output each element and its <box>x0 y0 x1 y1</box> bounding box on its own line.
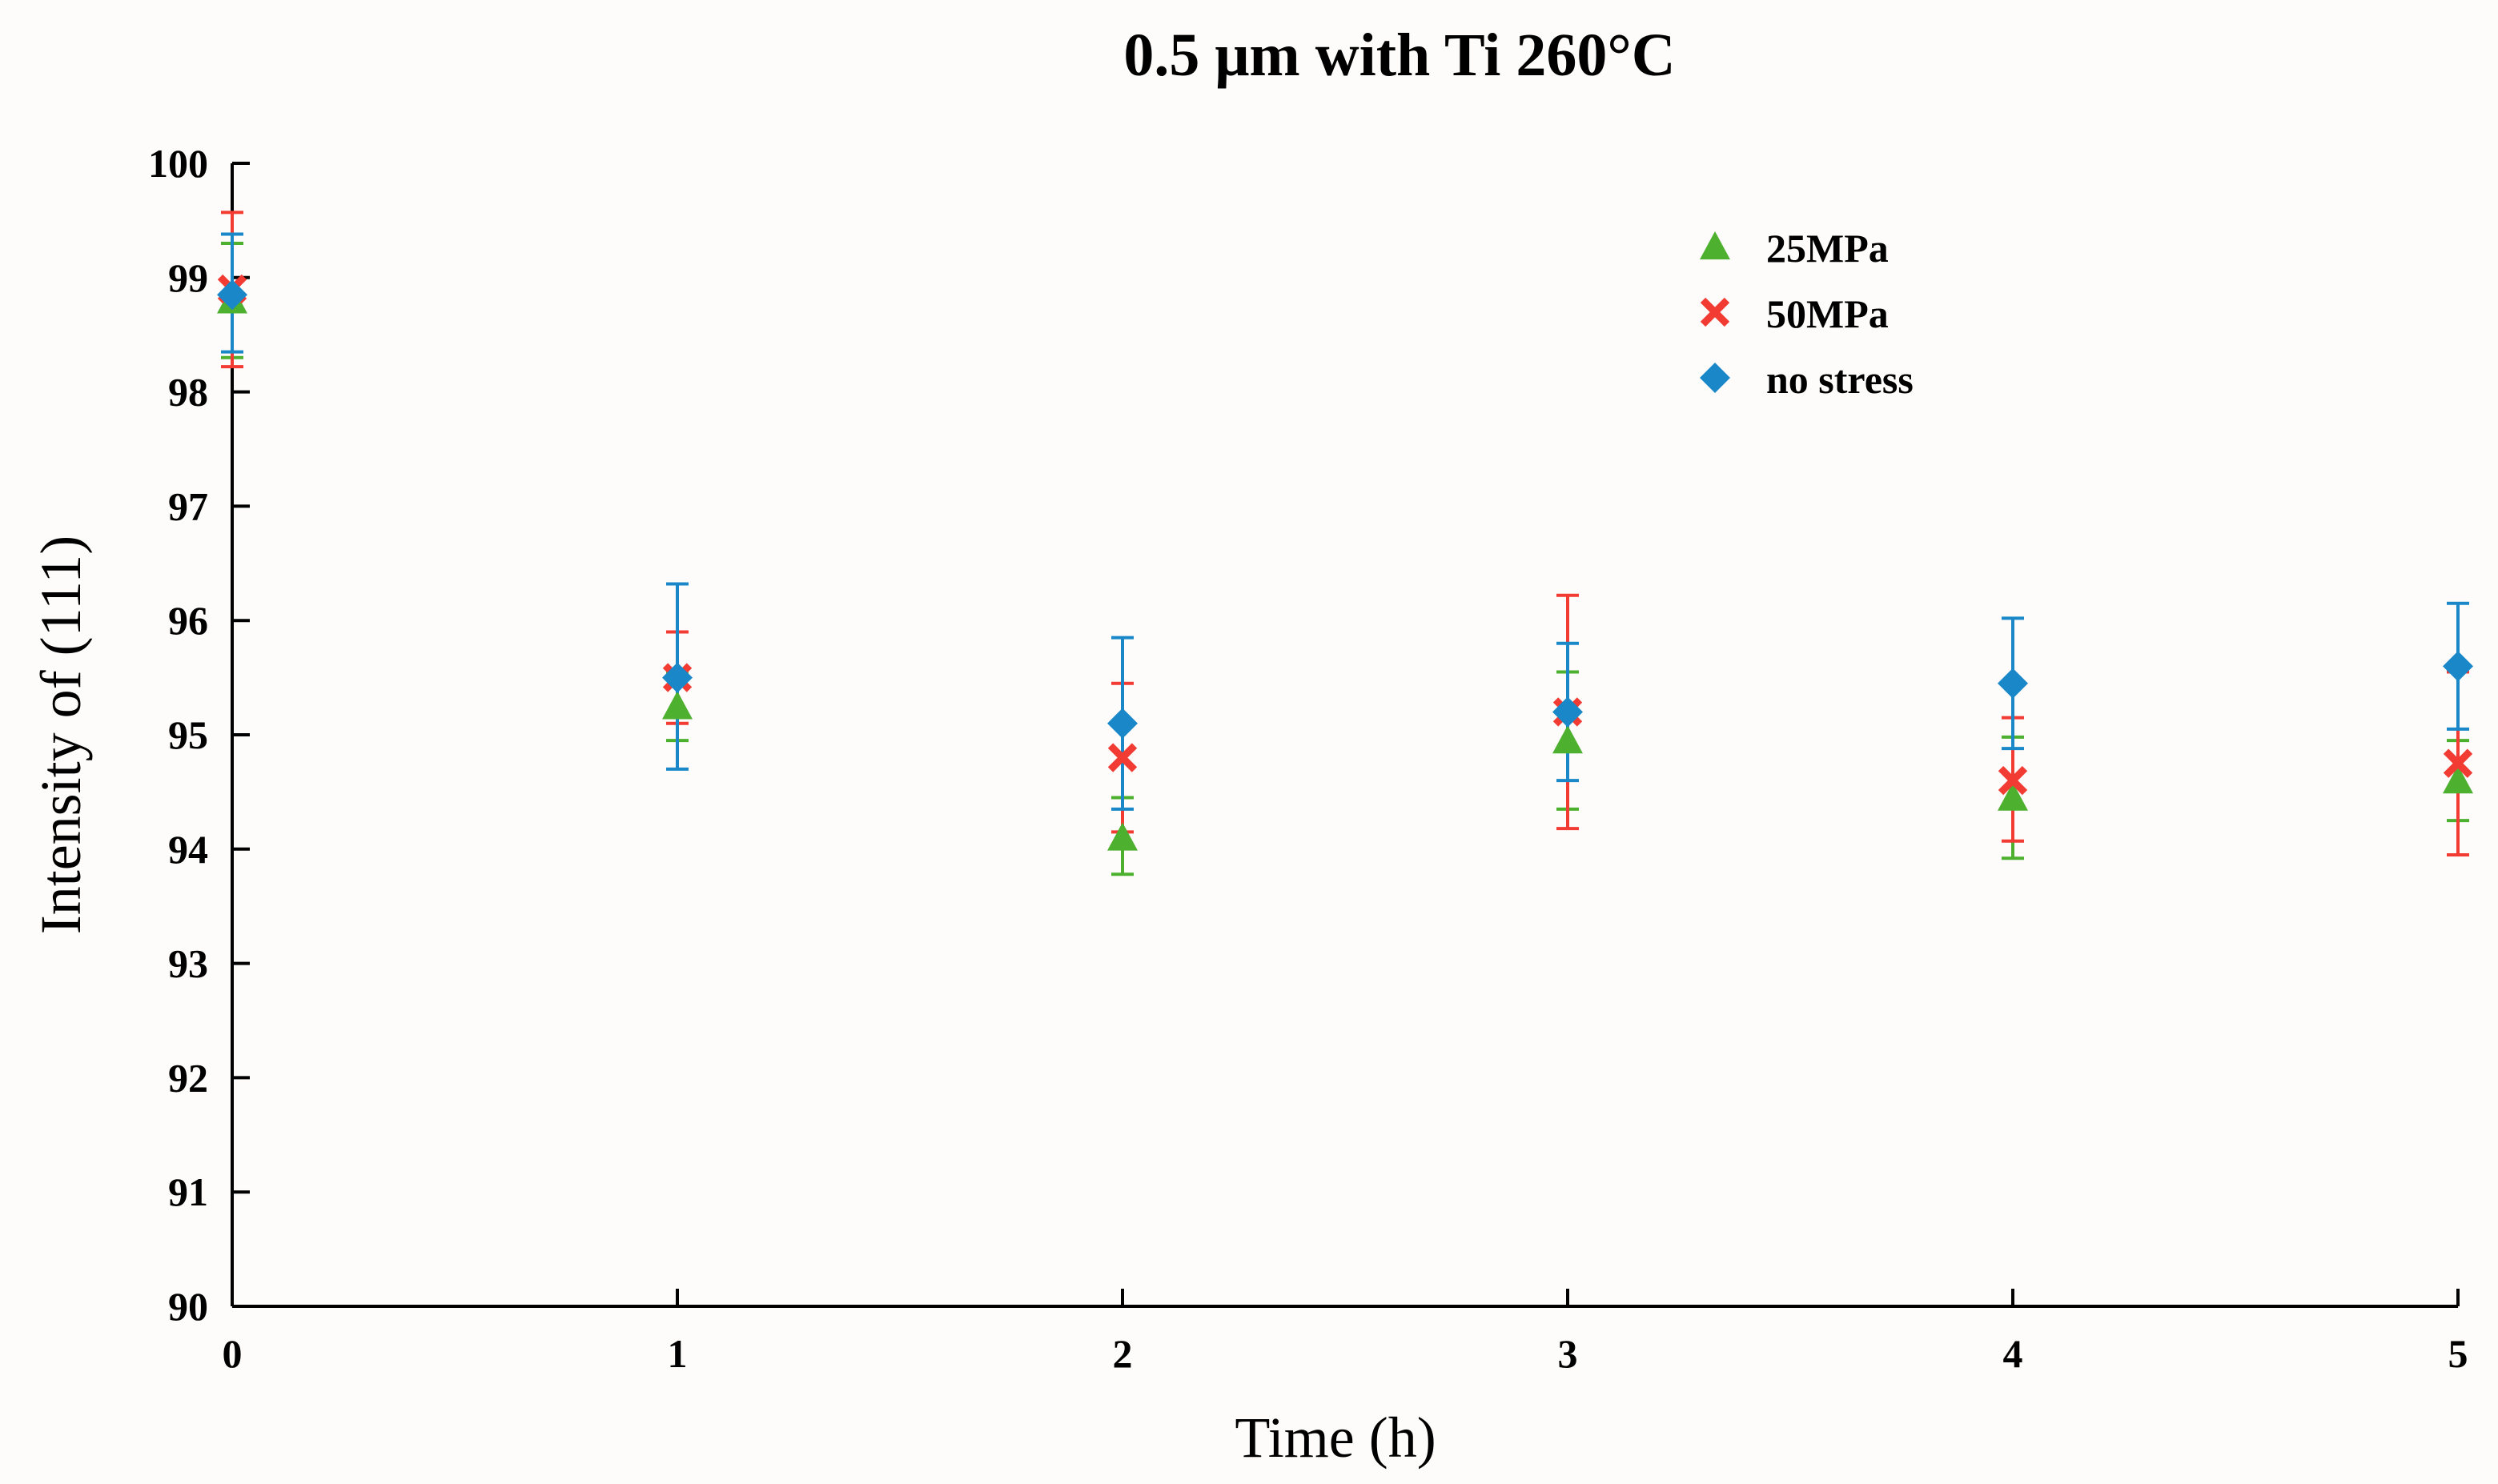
x-tick-label: 0 <box>223 1331 243 1376</box>
markers <box>217 274 2473 851</box>
legend-label-25mpa: 25MPa <box>1766 226 1889 271</box>
y-tick-label: 95 <box>168 712 208 757</box>
data-point-50mpa-stroke <box>2443 748 2473 778</box>
data-point-25mpa <box>1998 782 2028 811</box>
legend-label-50mpa: 50MPa <box>1766 291 1889 336</box>
legend-marker-no-stress <box>1700 363 1730 393</box>
x-tick-label: 1 <box>668 1331 688 1376</box>
y-tick-label: 91 <box>168 1169 208 1214</box>
x-ticks: 0 1 2 3 4 5 <box>223 1289 2468 1376</box>
y-ticks: 90 91 92 93 94 95 96 97 98 99 100 <box>148 141 250 1329</box>
data-point-no-stress <box>1552 696 1583 728</box>
legend-marker-25mpa <box>1700 231 1730 260</box>
chart-title: 0.5 μm with Ti 260°C <box>1123 22 1675 89</box>
data-point-50mpa-stroke <box>1998 765 2028 796</box>
data-point-25mpa <box>662 691 693 720</box>
legend-label-no-stress: no stress <box>1766 357 1914 402</box>
x-axis-label: Time (h) <box>1235 1406 1436 1470</box>
data-point-no-stress <box>2443 651 2473 682</box>
legend-marker-50mpa-stroke <box>1700 297 1730 327</box>
x-tick-label: 4 <box>2003 1331 2023 1376</box>
y-tick-label: 93 <box>168 941 208 986</box>
data-point-no-stress <box>217 279 247 311</box>
y-tick-label: 94 <box>168 827 208 872</box>
data-point-25mpa <box>1552 725 1583 754</box>
y-tick-label: 92 <box>168 1055 208 1100</box>
data-point-25mpa <box>1107 822 1138 851</box>
y-tick-label: 100 <box>148 141 208 186</box>
data-point-25mpa <box>2443 765 2473 794</box>
data-point-50mpa <box>1998 765 2028 796</box>
y-tick-label: 98 <box>168 370 208 415</box>
y-tick-label: 90 <box>168 1284 208 1329</box>
data-point-50mpa-stroke <box>1107 743 1138 772</box>
data-point-50mpa <box>2443 748 2473 778</box>
y-axis-label: Intensity of (111) <box>29 535 93 935</box>
legend: 25MPa 50MPa no stress <box>1700 226 1914 402</box>
data-point-50mpa <box>1107 743 1138 772</box>
legend-marker-50mpa <box>1700 297 1730 327</box>
y-tick-label: 99 <box>168 255 208 300</box>
data-point-no-stress <box>662 662 693 693</box>
x-tick-label: 2 <box>1113 1331 1133 1376</box>
y-tick-label: 97 <box>168 483 208 528</box>
x-tick-label: 5 <box>2448 1331 2468 1376</box>
data-point-no-stress <box>1998 668 2028 699</box>
x-tick-label: 3 <box>1558 1331 1578 1376</box>
y-tick-label: 96 <box>168 598 208 643</box>
data-point-no-stress <box>1107 708 1138 739</box>
